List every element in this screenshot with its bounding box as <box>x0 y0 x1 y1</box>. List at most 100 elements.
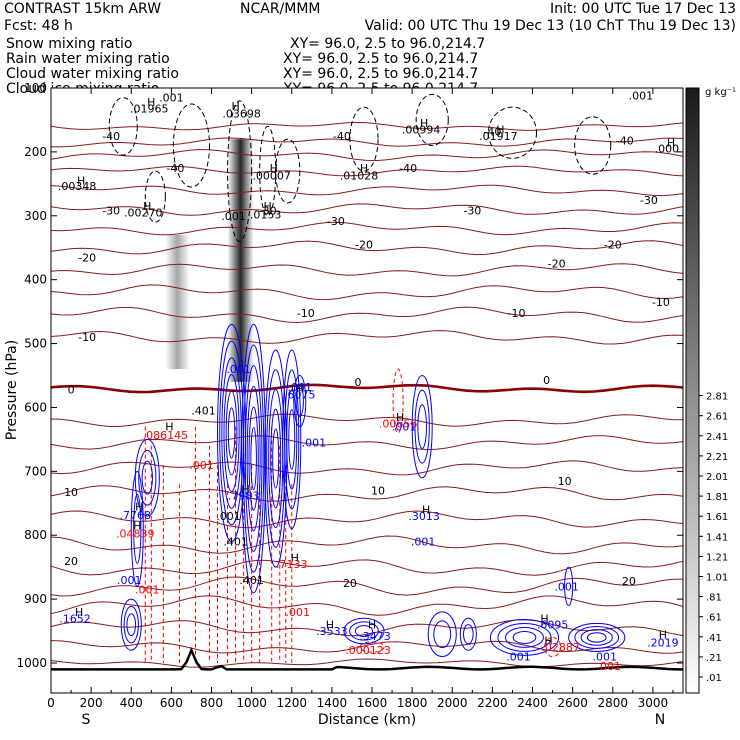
cloud-water-contour <box>244 365 263 552</box>
cloud-water-contour <box>134 438 160 517</box>
x-tick-label: 1000 <box>236 696 267 710</box>
contour-value-label: .001 <box>226 363 251 376</box>
y-tick-label: 400 <box>24 273 47 287</box>
x-tick-label: 3000 <box>638 696 669 710</box>
y-tick-label: 700 <box>24 464 47 478</box>
temperature-label: 20 <box>343 577 357 590</box>
temperature-label: -30 <box>259 205 277 218</box>
temperature-isotherm <box>50 121 684 131</box>
cloud-water-contour <box>417 404 427 450</box>
cloud-ice-contour <box>275 138 301 204</box>
colorbar-unit: g kg⁻¹ <box>705 87 736 98</box>
cloud-water-contour <box>123 605 139 644</box>
cloud-water-contour <box>141 460 153 495</box>
colorbar-label: .01 <box>706 673 722 684</box>
high-marker: H <box>264 200 272 213</box>
field-name-cloudwater: Cloud water mixing ratio <box>6 66 179 82</box>
colorbar-labels: .01 .21 .41 .61 .81 1.01 1.21 1.41 1.61 1.81 2.01 2… <box>699 392 728 684</box>
maximum-value-label: .01028 <box>340 170 379 183</box>
colorbar-label: 2.61 <box>706 412 728 423</box>
contour-value-label: .001 <box>593 651 618 664</box>
temperature-label: -30 <box>640 194 658 207</box>
maximum-value-label: .00007 <box>252 170 291 183</box>
temperature-contours <box>50 121 684 668</box>
temperature-label: -30 <box>102 205 120 218</box>
colorbar-label: 1.41 <box>706 532 728 543</box>
maximum-value-label: .02887 <box>541 641 580 654</box>
cloud-water-contour <box>248 406 259 511</box>
maximum-value-label: .2019 <box>647 637 679 650</box>
y-tick-label: 1000 <box>16 656 47 670</box>
x-tick-label: 2000 <box>437 696 468 710</box>
contour-value-label: .001 <box>629 90 654 103</box>
cloud-water-contour <box>568 622 626 653</box>
cloud-water-contour <box>241 323 267 594</box>
colorbar-label: 1.81 <box>706 492 728 503</box>
high-marker: H <box>496 124 504 137</box>
y-axis-label: Pressure (hPa) <box>4 340 20 440</box>
contour-value-label: .001 <box>411 536 436 549</box>
temperature-isotherm <box>50 435 684 451</box>
contour-value-label: .001 <box>506 651 531 664</box>
cloud-water-contour <box>564 566 574 606</box>
contour-value-label: .001 <box>597 660 622 673</box>
cloud-ice-contours <box>108 93 612 242</box>
high-marker: H <box>540 612 548 625</box>
maximum-value-label: .3013 <box>408 510 440 523</box>
north-end-label: N <box>655 712 665 728</box>
colorbar-label: 2.01 <box>706 472 728 483</box>
high-marker: H <box>422 504 430 517</box>
temperature-label: -30 <box>463 205 481 218</box>
cloud-ice-contour <box>227 100 253 242</box>
temperature-label: 10 <box>558 475 572 488</box>
maximum-value-label: .03698 <box>222 108 261 121</box>
maximum-value-label: .000123 <box>345 644 391 657</box>
cloud-water-contour <box>138 449 157 506</box>
colorbar-label: 2.21 <box>706 452 728 463</box>
temperature-label: -40 <box>166 162 184 175</box>
temperature-isotherm <box>50 240 684 256</box>
cloud-water-contour <box>250 427 257 491</box>
temperature-label: -20 <box>78 251 96 264</box>
cloud-water-contour <box>242 344 265 573</box>
init-time: Init: 00 UTC Tue 17 Dec 13 <box>550 1 736 17</box>
field-name-rain: Rain water mixing ratio <box>6 51 170 67</box>
high-marker: H <box>135 500 143 513</box>
cloud-water-contour <box>497 623 552 652</box>
cloud-water-contour <box>580 629 613 646</box>
cloud-water-contour <box>272 428 280 489</box>
temperature-label: -30 <box>327 215 345 228</box>
maximum-value-label: .00270 <box>124 207 163 220</box>
colorbar-gradient <box>685 87 700 694</box>
temperature-isotherm <box>50 165 684 177</box>
temperature-isotherm <box>50 595 684 616</box>
colorbar-label: 1.01 <box>706 573 728 584</box>
cloud-water-contour <box>574 626 620 649</box>
cloud-water-contour <box>288 409 296 470</box>
cloud-water-contour <box>459 617 477 651</box>
y-tick-label: 500 <box>24 337 47 351</box>
y-tick-label: 600 <box>24 400 47 414</box>
temperature-isotherm <box>50 221 684 236</box>
high-marker: H <box>241 483 249 496</box>
contour-value-label: .001 <box>135 584 160 597</box>
temperature-isotherm <box>50 510 684 529</box>
temperature-isotherm <box>50 383 684 394</box>
x-tick-label: 200 <box>80 696 103 710</box>
contour-labels: -40 -40 -40 -40 -40 -40 -30 -30 -30 -30 -30 -20 -20 -… <box>58 90 679 674</box>
x-tick-label: 1200 <box>276 696 307 710</box>
temperature-label: 10 <box>64 486 78 499</box>
snow-column-main <box>227 139 254 382</box>
cloud-water-contour <box>295 385 304 417</box>
temperature-isotherm <box>50 184 684 197</box>
maximum-value-label: .0153 <box>250 209 282 222</box>
temperature-label: 10 <box>371 485 385 498</box>
temperature-label: 0 <box>354 376 361 389</box>
axes: 0 200 400 600 800 1000 1200 1400 1600 1800 2000 220… <box>16 81 683 710</box>
south-end-label: S <box>82 712 91 728</box>
high-marker: H <box>133 520 141 533</box>
temperature-label: -10 <box>507 307 525 320</box>
terrain-line <box>51 646 683 671</box>
contour-value-label: .001 <box>117 574 142 587</box>
